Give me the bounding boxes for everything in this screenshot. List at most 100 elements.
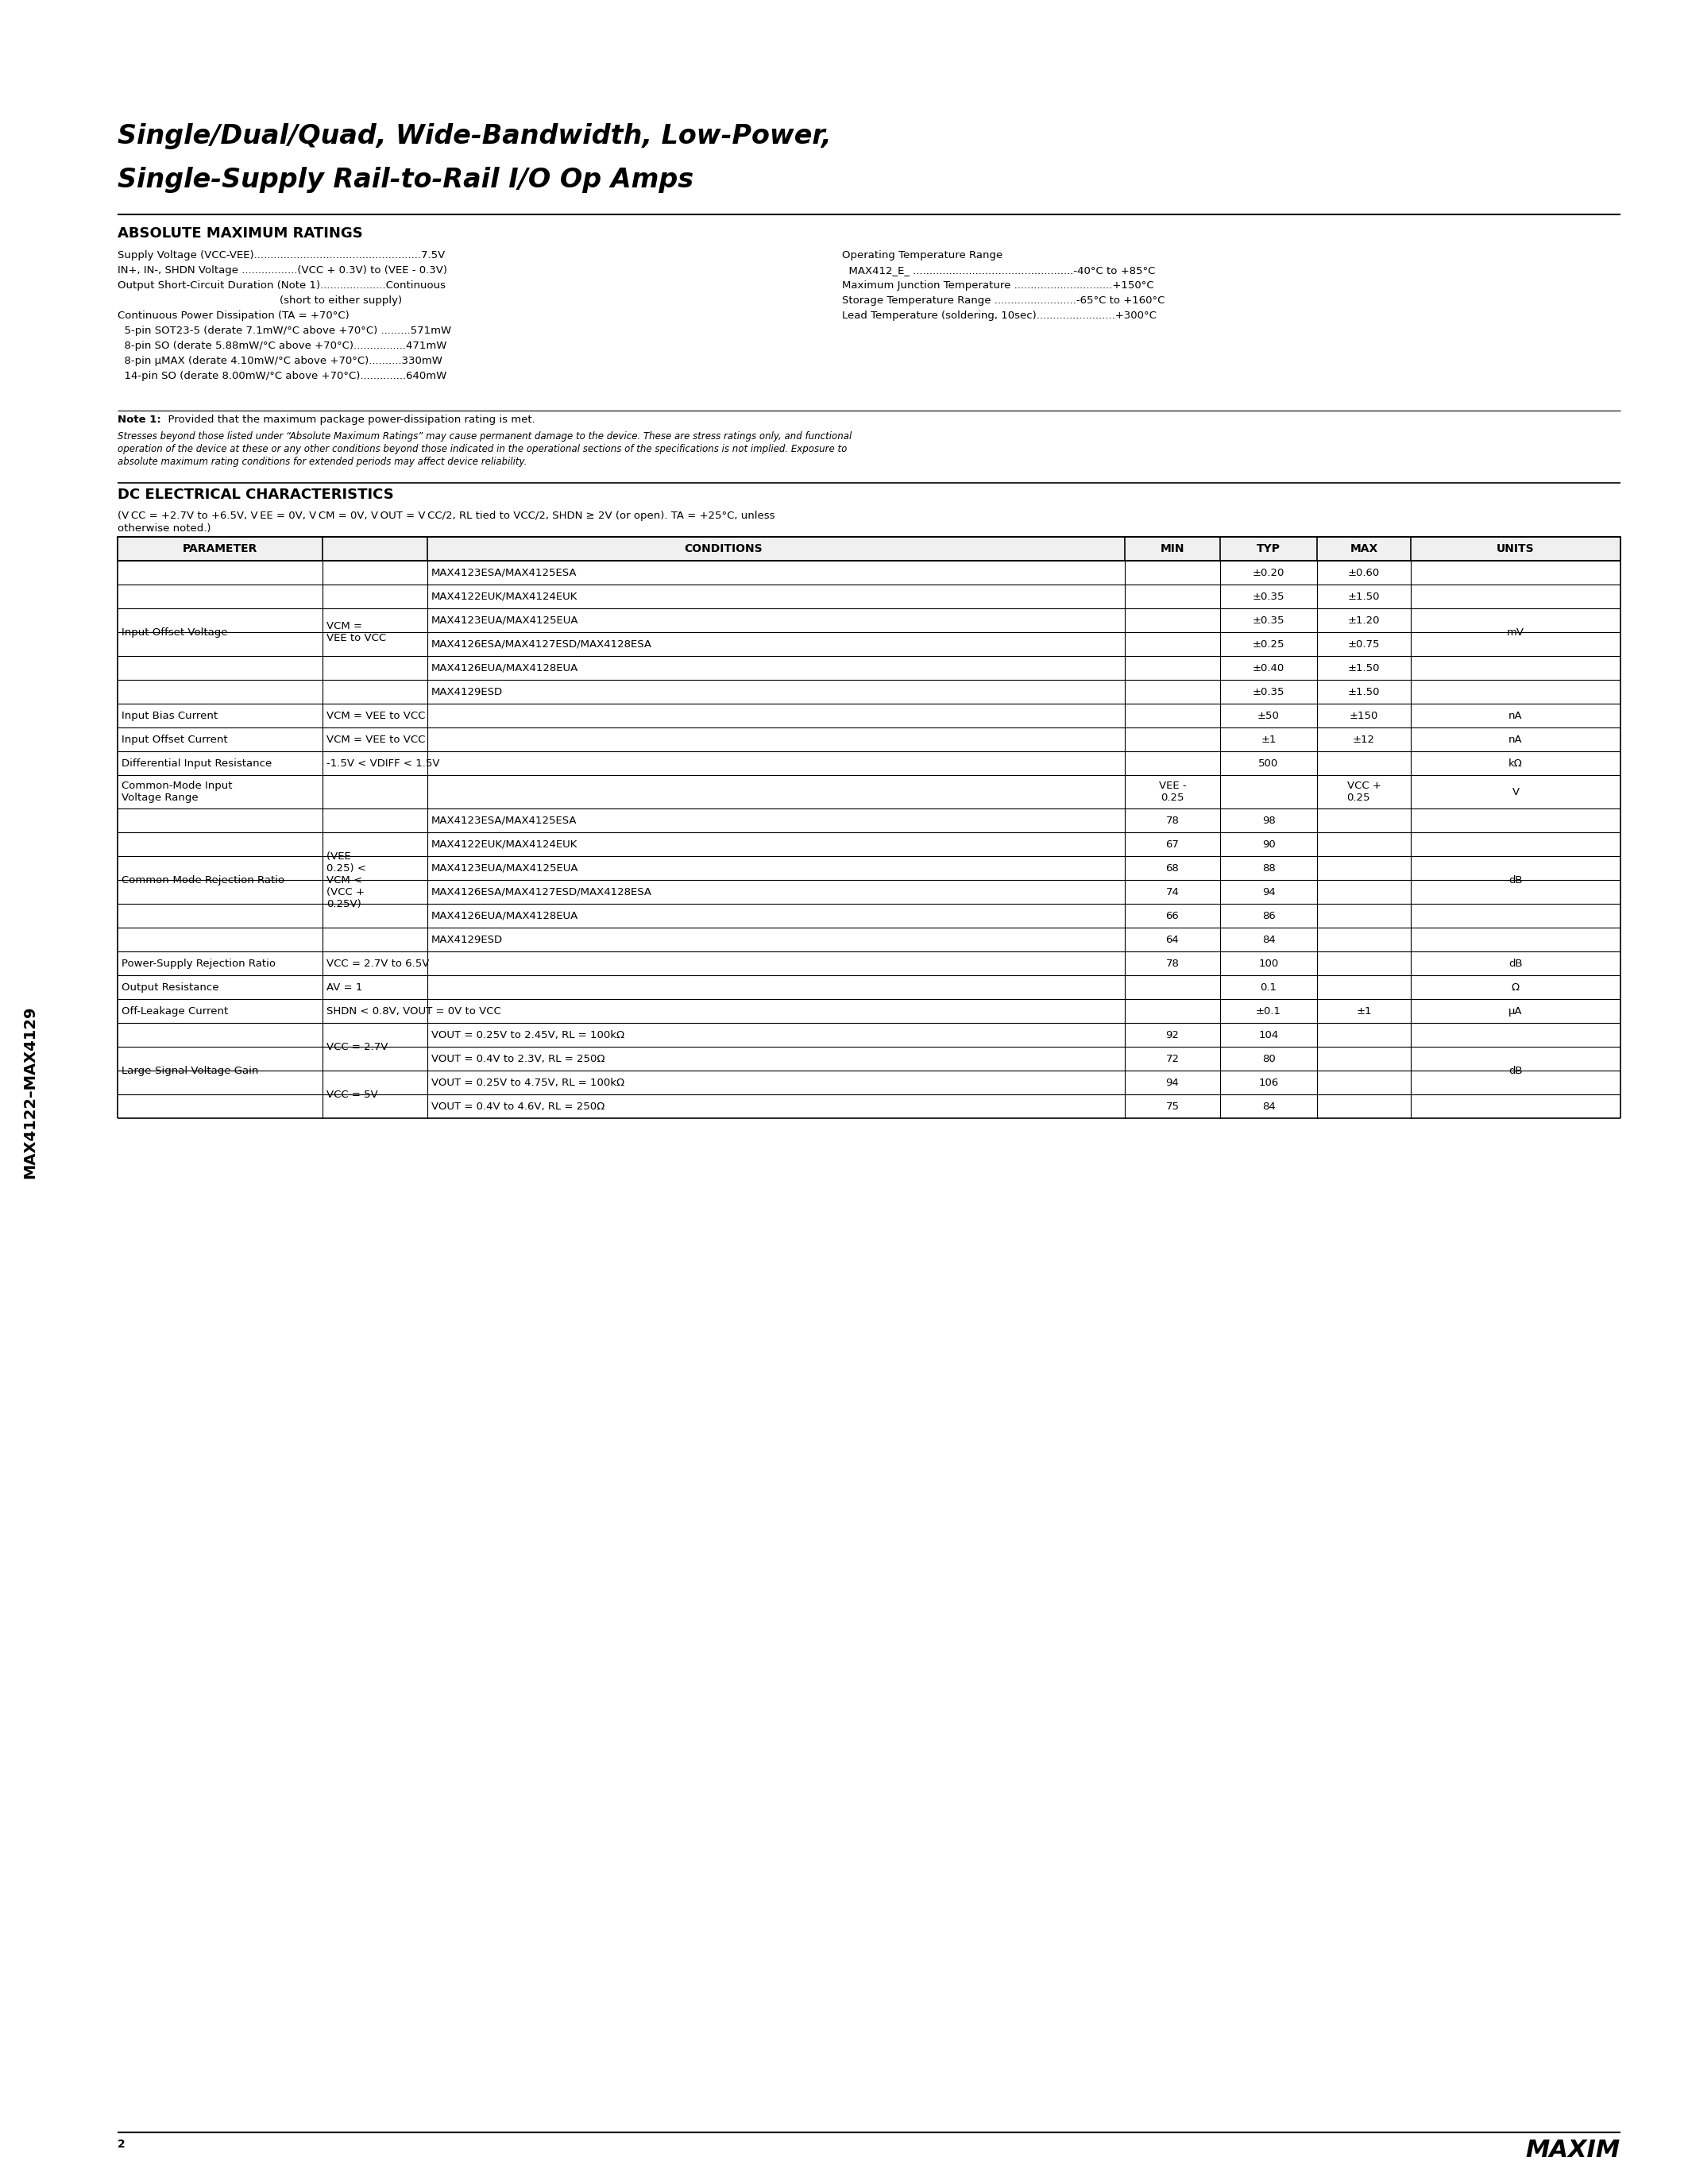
Text: VOUT = 0.25V to 4.75V, RL = 100kΩ: VOUT = 0.25V to 4.75V, RL = 100kΩ — [432, 1077, 625, 1088]
Text: 92: 92 — [1166, 1029, 1180, 1040]
Text: 78: 78 — [1166, 815, 1180, 826]
Text: absolute maximum rating conditions for extended periods may affect device reliab: absolute maximum rating conditions for e… — [118, 456, 527, 467]
Text: Single-Supply Rail-to-Rail I/O Op Amps: Single-Supply Rail-to-Rail I/O Op Amps — [118, 166, 694, 192]
Text: 98: 98 — [1263, 815, 1274, 826]
Text: Input Offset Current: Input Offset Current — [122, 734, 228, 745]
Text: (VEE -
0.25) <
VCM <
(VCC +
0.25V): (VEE - 0.25) < VCM < (VCC + 0.25V) — [326, 852, 366, 909]
Text: ±0.60: ±0.60 — [1349, 568, 1379, 579]
Text: Common-Mode Rejection Ratio: Common-Mode Rejection Ratio — [122, 876, 285, 885]
Text: 106: 106 — [1259, 1077, 1278, 1088]
Text: 75: 75 — [1166, 1101, 1180, 1112]
Text: 100: 100 — [1259, 959, 1278, 968]
Text: MAX4126ESA/MAX4127ESD/MAX4128ESA: MAX4126ESA/MAX4127ESD/MAX4128ESA — [432, 887, 652, 898]
Text: μA: μA — [1509, 1007, 1523, 1016]
Text: 14-pin SO (derate 8.00mW/°C above +70°C)..............640mW: 14-pin SO (derate 8.00mW/°C above +70°C)… — [118, 371, 447, 382]
Text: 0.1: 0.1 — [1261, 983, 1276, 992]
Text: Output Resistance: Output Resistance — [122, 983, 219, 992]
Text: ±1: ±1 — [1355, 1007, 1372, 1016]
Text: VCM =
VEE to VCC: VCM = VEE to VCC — [326, 620, 387, 644]
Text: 8-pin SO (derate 5.88mW/°C above +70°C)................471mW: 8-pin SO (derate 5.88mW/°C above +70°C).… — [118, 341, 447, 352]
Text: 64: 64 — [1166, 935, 1180, 946]
Text: MAX4123EUA/MAX4125EUA: MAX4123EUA/MAX4125EUA — [432, 616, 579, 625]
Text: PARAMETER: PARAMETER — [182, 544, 258, 555]
Text: MAX4126ESA/MAX4127ESD/MAX4128ESA: MAX4126ESA/MAX4127ESD/MAX4128ESA — [432, 640, 652, 649]
Text: ±1.50: ±1.50 — [1347, 592, 1381, 601]
Text: VCM = VEE to VCC: VCM = VEE to VCC — [326, 734, 425, 745]
Text: MAX4129ESD: MAX4129ESD — [432, 935, 503, 946]
Text: MAX4126EUA/MAX4128EUA: MAX4126EUA/MAX4128EUA — [432, 911, 579, 922]
Text: ±50: ±50 — [1258, 710, 1280, 721]
Text: VOUT = 0.4V to 2.3V, RL = 250Ω: VOUT = 0.4V to 2.3V, RL = 250Ω — [432, 1053, 604, 1064]
Text: Power-Supply Rejection Ratio: Power-Supply Rejection Ratio — [122, 959, 275, 968]
Text: MAX412_E_ .................................................-40°C to +85°C: MAX412_E_ ..............................… — [842, 264, 1155, 275]
Text: ±0.40: ±0.40 — [1252, 662, 1285, 673]
Text: MAX4122EUK/MAX4124EUK: MAX4122EUK/MAX4124EUK — [432, 839, 577, 850]
Text: Input Bias Current: Input Bias Current — [122, 710, 218, 721]
Text: operation of the device at these or any other conditions beyond those indicated : operation of the device at these or any … — [118, 443, 847, 454]
Text: ±0.1: ±0.1 — [1256, 1007, 1281, 1016]
Text: ±0.25: ±0.25 — [1252, 640, 1285, 649]
Text: Note 1:: Note 1: — [118, 415, 160, 426]
Text: 84: 84 — [1263, 935, 1274, 946]
Bar — [118, 537, 1620, 561]
Text: Output Short-Circuit Duration (Note 1)....................Continuous: Output Short-Circuit Duration (Note 1)..… — [118, 280, 446, 290]
Text: ±0.75: ±0.75 — [1347, 640, 1381, 649]
Text: ±1: ±1 — [1261, 734, 1276, 745]
Text: -1.5V < VDIFF < 1.5V: -1.5V < VDIFF < 1.5V — [326, 758, 439, 769]
Text: ±0.35: ±0.35 — [1252, 616, 1285, 625]
Text: SHDN < 0.8V, VOUT = 0V to VCC: SHDN < 0.8V, VOUT = 0V to VCC — [326, 1007, 501, 1016]
Text: Supply Voltage (VCC-VEE)...................................................7.5V: Supply Voltage (VCC-VEE)................… — [118, 251, 446, 260]
Text: AV = 1: AV = 1 — [326, 983, 363, 992]
Text: 84: 84 — [1263, 1101, 1274, 1112]
Text: dB: dB — [1509, 959, 1523, 968]
Text: 2: 2 — [118, 2138, 125, 2149]
Text: CONDITIONS: CONDITIONS — [685, 544, 763, 555]
Text: 90: 90 — [1263, 839, 1274, 850]
Text: VCM = VEE to VCC: VCM = VEE to VCC — [326, 710, 425, 721]
Text: Continuous Power Dissipation (TA = +70°C): Continuous Power Dissipation (TA = +70°C… — [118, 310, 349, 321]
Text: IN+, IN-, SHDN Voltage .................(VCC + 0.3V) to (VEE - 0.3V): IN+, IN-, SHDN Voltage .................… — [118, 264, 447, 275]
Text: dB: dB — [1509, 876, 1523, 885]
Text: MAX4122EUK/MAX4124EUK: MAX4122EUK/MAX4124EUK — [432, 592, 577, 601]
Text: (V CC = +2.7V to +6.5V, V EE = 0V, V CM = 0V, V OUT = V CC/2, RL tied to VCC/2, : (V CC = +2.7V to +6.5V, V EE = 0V, V CM … — [118, 511, 775, 522]
Text: Ω: Ω — [1512, 983, 1519, 992]
Text: mV: mV — [1507, 627, 1524, 638]
Text: DC ELECTRICAL CHARACTERISTICS: DC ELECTRICAL CHARACTERISTICS — [118, 487, 393, 502]
Text: Single/Dual/Quad, Wide-Bandwidth, Low-Power,: Single/Dual/Quad, Wide-Bandwidth, Low-Po… — [118, 122, 832, 149]
Text: kΩ: kΩ — [1509, 758, 1523, 769]
Text: Operating Temperature Range: Operating Temperature Range — [842, 251, 1003, 260]
Text: Common-Mode Input
Voltage Range: Common-Mode Input Voltage Range — [122, 780, 233, 804]
Text: 66: 66 — [1166, 911, 1180, 922]
Text: nA: nA — [1509, 734, 1523, 745]
Text: VCC = 5V: VCC = 5V — [326, 1090, 378, 1099]
Text: ±1.50: ±1.50 — [1347, 662, 1381, 673]
Text: Off-Leakage Current: Off-Leakage Current — [122, 1007, 228, 1016]
Text: 94: 94 — [1166, 1077, 1180, 1088]
Text: 104: 104 — [1259, 1029, 1278, 1040]
Text: otherwise noted.): otherwise noted.) — [118, 524, 211, 533]
Text: dB: dB — [1509, 1066, 1523, 1077]
Text: Storage Temperature Range .........................-65°C to +160°C: Storage Temperature Range ..............… — [842, 295, 1165, 306]
Text: MAX4123EUA/MAX4125EUA: MAX4123EUA/MAX4125EUA — [432, 863, 579, 874]
Text: VEE -
0.25: VEE - 0.25 — [1158, 780, 1187, 804]
Text: VCC = 2.7V: VCC = 2.7V — [326, 1042, 388, 1053]
Text: 94: 94 — [1263, 887, 1274, 898]
Text: ±0.35: ±0.35 — [1252, 592, 1285, 601]
Text: MIN: MIN — [1160, 544, 1185, 555]
Text: ±12: ±12 — [1352, 734, 1376, 745]
Text: 72: 72 — [1166, 1053, 1180, 1064]
Text: MAX4126EUA/MAX4128EUA: MAX4126EUA/MAX4128EUA — [432, 662, 579, 673]
Text: MAXIM: MAXIM — [1526, 2138, 1620, 2162]
Text: ABSOLUTE MAXIMUM RATINGS: ABSOLUTE MAXIMUM RATINGS — [118, 227, 363, 240]
Text: ±0.35: ±0.35 — [1252, 686, 1285, 697]
Text: VOUT = 0.25V to 2.45V, RL = 100kΩ: VOUT = 0.25V to 2.45V, RL = 100kΩ — [432, 1029, 625, 1040]
Text: Large-Signal Voltage Gain: Large-Signal Voltage Gain — [122, 1066, 258, 1077]
Text: Differential Input Resistance: Differential Input Resistance — [122, 758, 272, 769]
Text: Provided that the maximum package power-dissipation rating is met.: Provided that the maximum package power-… — [162, 415, 535, 426]
Text: 78: 78 — [1166, 959, 1180, 968]
Text: Maximum Junction Temperature ..............................+150°C: Maximum Junction Temperature ...........… — [842, 280, 1155, 290]
Text: 5-pin SOT23-5 (derate 7.1mW/°C above +70°C) .........571mW: 5-pin SOT23-5 (derate 7.1mW/°C above +70… — [118, 325, 451, 336]
Text: 86: 86 — [1263, 911, 1274, 922]
Text: nA: nA — [1509, 710, 1523, 721]
Text: ±1.50: ±1.50 — [1347, 686, 1381, 697]
